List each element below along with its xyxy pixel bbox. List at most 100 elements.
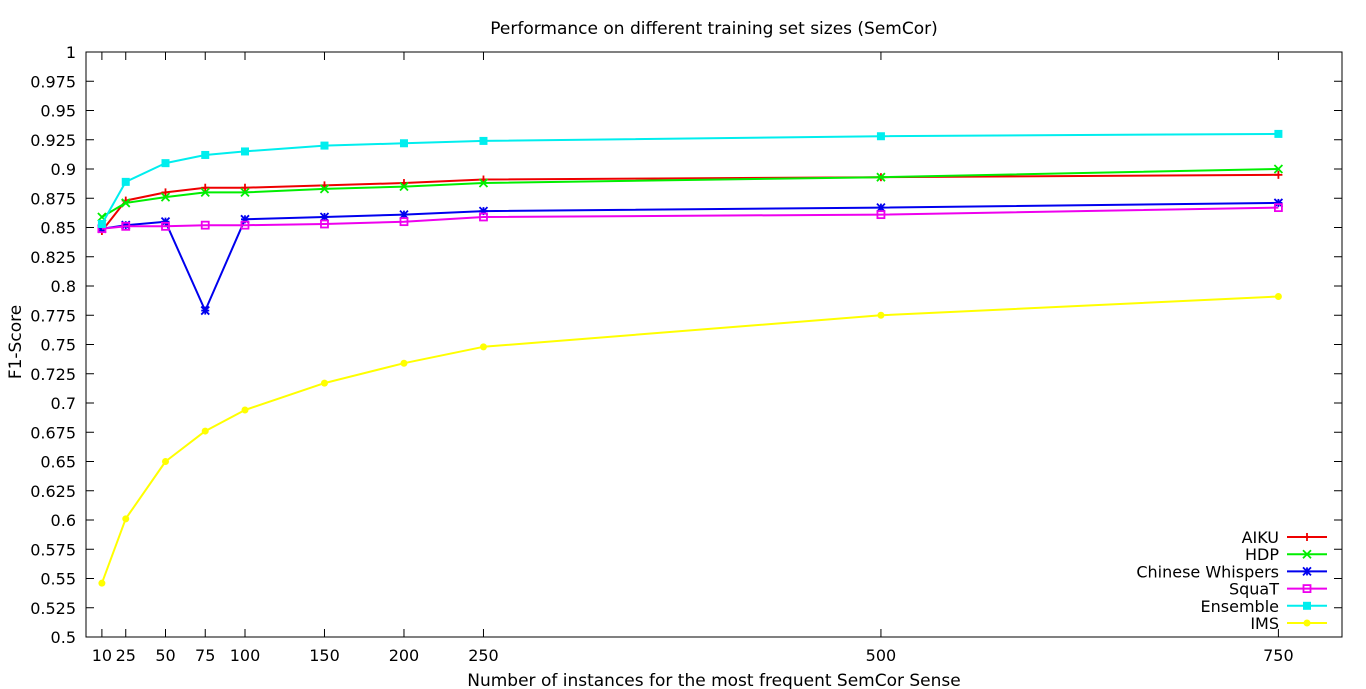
legend-label-ensemble: Ensemble: [1201, 597, 1279, 616]
y-tick-label: 0.725: [30, 365, 76, 384]
data-point-ims: [320, 379, 328, 387]
data-point-ensemble: [479, 136, 488, 145]
data-point-hdp: [319, 184, 330, 194]
data-point-squat: [161, 221, 170, 231]
data-point-ensemble: [876, 132, 885, 141]
data-point-squat: [320, 219, 329, 229]
series-line-squat: [101, 206, 1279, 230]
y-tick-label: 0.75: [40, 336, 76, 355]
x-tick-label: 75: [195, 646, 215, 665]
data-point-aiku: [1274, 170, 1283, 179]
y-tick-label: 0.675: [30, 423, 76, 442]
data-point-ensemble: [320, 141, 329, 150]
y-tick-label: 0.65: [40, 453, 76, 472]
series-hdp: [97, 164, 1284, 222]
data-point-ensemble: [97, 219, 106, 228]
data-point-ims: [161, 458, 169, 465]
data-point-ims: [479, 343, 487, 351]
x-tick-label: 150: [309, 646, 340, 665]
y-axis: 0.5 0.525 0.55 0.575 0.6 0.625 0.65 0.675 0.7 0.7…: [30, 43, 1342, 647]
legend-marker-hdp: [1302, 549, 1312, 559]
legend-marker-chinese-whispers: [1302, 566, 1312, 577]
data-point-ensemble: [201, 150, 210, 159]
legend-label-aiku: AIKU: [1242, 528, 1279, 547]
y-tick-label: 0.6: [51, 511, 76, 530]
data-point-hdp: [160, 192, 171, 202]
x-tick-label: 250: [468, 646, 499, 665]
series-line-aiku: [101, 173, 1279, 232]
series-layer: [97, 129, 1284, 587]
plot-border: [85, 51, 1343, 638]
data-point-squat: [200, 220, 210, 230]
y-tick-label: 0.55: [40, 570, 76, 589]
legend-marker-ims: [1303, 619, 1311, 627]
y-tick-label: 0.975: [30, 72, 76, 91]
series-line-hdp: [101, 168, 1279, 218]
y-tick-label: 0.525: [30, 599, 76, 618]
legend-marker-squat: [1302, 584, 1312, 593]
data-point-ims: [877, 311, 885, 319]
x-axis: 10 25 50 75 100 150 200 250 500 750: [92, 52, 1294, 665]
y-tick-label: 0.875: [30, 189, 76, 208]
legend-label-chinese-whispers: Chinese Whispers: [1136, 562, 1279, 581]
data-point-ensemble: [161, 159, 170, 168]
legend-label-squat: SquaT: [1229, 580, 1279, 599]
data-point-squat: [240, 220, 250, 230]
data-point-aiku: [201, 183, 210, 192]
y-tick-label: 0.9: [51, 160, 76, 179]
x-tick-label: 500: [866, 646, 897, 665]
legend-label-ims: IMS: [1250, 614, 1279, 633]
legend-label-hdp: HDP: [1245, 545, 1279, 564]
data-point-squat: [479, 212, 488, 222]
y-tick-label: 0.925: [30, 131, 76, 150]
data-point-hdp: [1273, 164, 1284, 174]
legend-marker-aiku: [1303, 533, 1311, 541]
x-tick-label: 10: [92, 646, 112, 665]
data-point-squat: [876, 210, 886, 220]
y-tick-label: 0.625: [30, 482, 76, 501]
series-ims: [98, 293, 1282, 587]
data-point-squat: [1274, 203, 1283, 213]
data-point-ims: [122, 515, 130, 523]
data-point-ensemble: [1274, 129, 1283, 138]
data-point-hdp: [121, 198, 131, 208]
y-tick-label: 0.575: [30, 540, 76, 559]
data-point-hdp: [478, 178, 489, 188]
data-point-hdp: [876, 172, 886, 182]
x-tick-label: 750: [1263, 646, 1294, 665]
y-tick-label: 1: [66, 43, 76, 62]
x-tick-label: 50: [155, 646, 175, 665]
data-point-ims: [241, 406, 249, 414]
x-tick-label: 200: [389, 646, 420, 665]
data-point-aiku: [161, 188, 170, 197]
series-line-ensemble: [101, 132, 1279, 225]
y-tick-label: 0.85: [40, 219, 76, 238]
y-tick-label: 0.95: [40, 102, 76, 121]
data-point-squat: [121, 221, 131, 231]
series-line-chinese-whispers: [101, 201, 1279, 312]
chart-title: Performance on different training set si…: [490, 19, 938, 39]
series-ensemble: [97, 129, 1283, 228]
series-squat: [97, 203, 1283, 234]
data-point-ensemble: [240, 147, 249, 156]
y-tick-label: 0.775: [30, 306, 76, 325]
series-chinese-whispers: [97, 198, 1284, 316]
data-point-ims: [201, 427, 209, 435]
x-tick-label: 100: [230, 646, 261, 665]
data-point-hdp: [399, 181, 409, 192]
series-line-ims: [100, 295, 1279, 584]
data-point-ims: [1274, 293, 1282, 301]
data-point-aiku: [240, 183, 249, 192]
data-point-ims: [98, 579, 106, 587]
y-tick-label: 0.5: [51, 628, 76, 647]
data-point-squat: [399, 217, 409, 227]
y-tick-label: 0.7: [51, 394, 76, 413]
data-point-hdp: [200, 187, 210, 198]
y-tick-label: 0.825: [30, 248, 76, 267]
data-point-chinese-whispers: [200, 305, 210, 316]
x-tick-label: 25: [116, 646, 136, 665]
y-tick-label: 0.8: [51, 277, 76, 296]
data-point-ensemble: [121, 177, 130, 186]
